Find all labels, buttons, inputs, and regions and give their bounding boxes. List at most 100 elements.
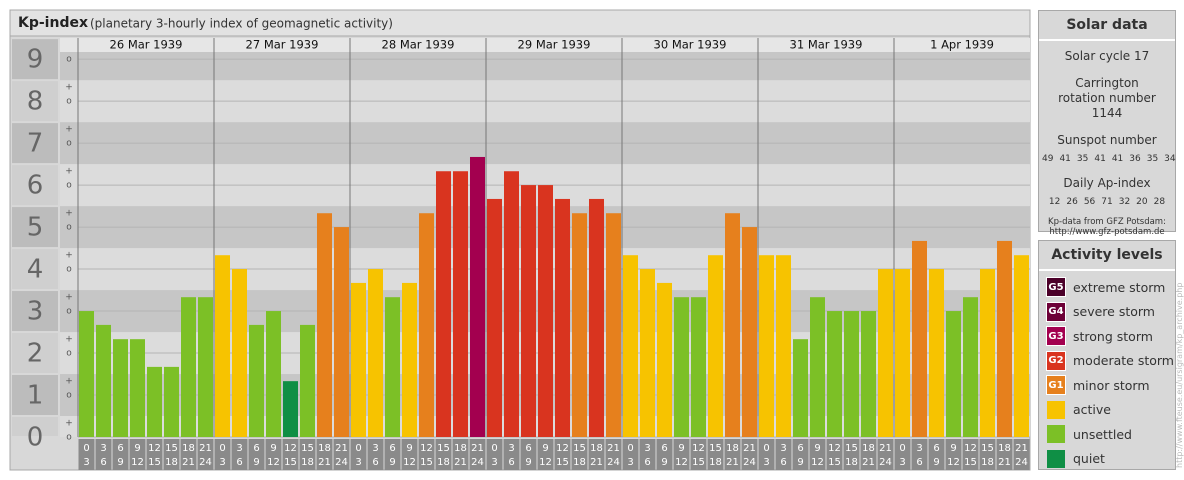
- legend-label: moderate storm: [1073, 353, 1174, 369]
- interval-box: [469, 439, 486, 470]
- interval-box: [129, 439, 146, 470]
- interval-end: 18: [981, 457, 994, 468]
- bar: [232, 269, 247, 437]
- interval-start: 15: [981, 443, 994, 454]
- y-label-box: [12, 333, 58, 374]
- interval-start: 6: [253, 443, 259, 454]
- interval-start: 21: [879, 443, 892, 454]
- legend: G5 extreme storm G4 severe storm G3 strong st…: [1039, 275, 1175, 471]
- bar: [946, 311, 961, 437]
- interval-start: 6: [117, 443, 123, 454]
- bar: [385, 297, 400, 437]
- interval-end: 6: [372, 457, 378, 468]
- interval-end: 24: [879, 457, 892, 468]
- interval-end: 3: [219, 457, 225, 468]
- interval-end: 24: [743, 457, 756, 468]
- bar: [521, 185, 536, 437]
- interval-box: [571, 439, 588, 470]
- interval-end: 12: [403, 457, 416, 468]
- interval-end: 18: [437, 457, 450, 468]
- y-sub-label: o: [66, 265, 72, 275]
- interval-start: 9: [270, 443, 276, 454]
- interval-start: 0: [763, 443, 769, 454]
- interval-end: 6: [236, 457, 242, 468]
- date-row: [60, 38, 1030, 52]
- bar: [878, 269, 893, 437]
- legend-swatch: G1: [1046, 375, 1066, 396]
- y-sub-label: o: [66, 181, 72, 191]
- interval-start: 0: [355, 443, 361, 454]
- bar: [623, 255, 638, 437]
- interval-start: 0: [899, 443, 905, 454]
- y-tick-label: 8: [27, 87, 44, 117]
- interval-start: 3: [916, 443, 922, 454]
- y-tick-label: 3: [27, 297, 44, 327]
- y-label-box: [12, 123, 58, 164]
- legend-item: G5 extreme storm: [1039, 275, 1175, 300]
- interval-box: [962, 439, 979, 470]
- y-label-box: [12, 81, 58, 122]
- interval-end: 6: [508, 457, 514, 468]
- interval-start: 18: [590, 443, 603, 454]
- y-sub-label: +: [65, 83, 73, 93]
- interval-start: 12: [148, 443, 161, 454]
- sunspot-number: 41: [1059, 154, 1071, 164]
- interval-box: [316, 439, 333, 470]
- interval-box: [95, 439, 112, 470]
- y-tick-label: 9: [27, 45, 44, 75]
- legend-swatch: [1047, 425, 1065, 444]
- carrington-rotation: Carrington rotation number 1144: [1058, 76, 1156, 120]
- interval-start: 18: [182, 443, 195, 454]
- y-sub-label: o: [66, 139, 72, 149]
- legend-label: unsettled: [1073, 426, 1132, 442]
- interval-end: 3: [627, 457, 633, 468]
- chart-header: [9, 9, 1031, 37]
- legend-item: G4 severe storm: [1039, 300, 1175, 325]
- sunspot-number: 41: [1094, 154, 1106, 164]
- interval-end: 9: [525, 457, 531, 468]
- interval-end: 15: [828, 457, 841, 468]
- bar: [708, 255, 723, 437]
- interval-end: 24: [1015, 457, 1028, 468]
- y-sub-label: +: [65, 377, 73, 387]
- y-sub-label: o: [66, 97, 72, 107]
- interval-end: 6: [780, 457, 786, 468]
- bar: [249, 324, 264, 437]
- solar-data-title: Solar data: [1039, 11, 1175, 41]
- interval-box: [945, 439, 962, 470]
- bar: [419, 213, 434, 437]
- interval-start: 15: [437, 443, 450, 454]
- interval-end: 12: [675, 457, 688, 468]
- interval-box: [775, 439, 792, 470]
- interval-box: [554, 439, 571, 470]
- bar: [980, 269, 995, 437]
- interval-box: [282, 439, 299, 470]
- bar: [555, 198, 570, 437]
- bar: [640, 269, 655, 437]
- y-label-box: [12, 165, 58, 206]
- interval-start: 12: [284, 443, 297, 454]
- interval-start: 0: [491, 443, 497, 454]
- ap-number: 32: [1118, 197, 1131, 207]
- y-sub-label: o: [66, 55, 72, 65]
- interval-end: 15: [284, 457, 297, 468]
- interval-box: [860, 439, 877, 470]
- interval-box: [809, 439, 826, 470]
- bar: [300, 324, 315, 437]
- y-sub-label: +: [65, 419, 73, 429]
- bar: [334, 227, 349, 437]
- interval-start: 12: [964, 443, 977, 454]
- interval-end: 21: [454, 457, 467, 468]
- bar: [759, 255, 774, 437]
- source-text: Kp-data from GFZ Potsdam: http://www.gfz-…: [1039, 217, 1175, 237]
- interval-box: [367, 439, 384, 470]
- interval-end: 9: [389, 457, 395, 468]
- interval-start: 3: [100, 443, 106, 454]
- interval-box: [299, 439, 316, 470]
- interval-box: [486, 439, 503, 470]
- bar: [487, 198, 502, 437]
- interval-end: 21: [182, 457, 195, 468]
- ap-number: 26: [1066, 197, 1078, 207]
- bar: [963, 297, 978, 437]
- solar-cycle: Solar cycle 17: [1064, 49, 1150, 63]
